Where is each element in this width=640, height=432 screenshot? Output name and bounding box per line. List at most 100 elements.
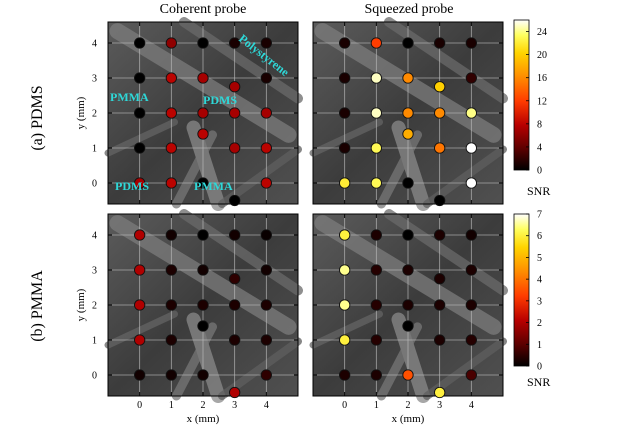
data-point bbox=[165, 177, 177, 189]
data-point bbox=[165, 37, 177, 49]
data-point bbox=[134, 334, 146, 346]
data-point bbox=[165, 334, 177, 346]
data-point bbox=[402, 37, 414, 49]
data-point bbox=[134, 37, 146, 49]
label-pdms-bottom: PDMS bbox=[115, 179, 149, 193]
data-point bbox=[339, 334, 351, 346]
x-tick-label: 0 bbox=[342, 400, 347, 411]
data-point bbox=[339, 107, 351, 119]
data-point bbox=[465, 334, 477, 346]
row-label-pdms: (a) PDMS bbox=[29, 85, 46, 150]
data-point bbox=[229, 386, 241, 399]
x-tick-label: 3 bbox=[232, 400, 237, 411]
data-point bbox=[229, 299, 241, 311]
column-title-squeezed: Squeezed probe bbox=[364, 2, 453, 17]
y-tick-label: 3 bbox=[92, 74, 97, 85]
y-tick-label: 4 bbox=[92, 39, 97, 50]
data-point bbox=[402, 369, 414, 381]
data-point bbox=[434, 37, 446, 49]
data-point bbox=[339, 264, 351, 276]
data-point bbox=[134, 264, 146, 276]
data-point bbox=[402, 320, 414, 332]
y-tick-label: 2 bbox=[92, 109, 97, 120]
data-point bbox=[134, 142, 146, 154]
data-point bbox=[434, 299, 446, 311]
colorbar-bottom: 0 1 2 3 4 5 6 7 bbox=[513, 210, 542, 373]
data-point bbox=[260, 177, 272, 189]
data-point bbox=[197, 37, 209, 49]
data-point bbox=[229, 37, 241, 49]
fibre-texture bbox=[186, 312, 226, 403]
data-point bbox=[465, 229, 477, 241]
colorbar-label-top: SNR bbox=[527, 184, 550, 198]
x-tick-label: 3 bbox=[437, 400, 442, 411]
colorbar-tick-label: 24 bbox=[537, 27, 547, 38]
data-point bbox=[197, 128, 209, 140]
data-point bbox=[260, 229, 272, 241]
data-point bbox=[370, 37, 382, 49]
fibre-texture bbox=[391, 120, 431, 211]
colorbar-label-bottom: SNR bbox=[527, 375, 550, 389]
colorbar-tick-label: 4 bbox=[537, 142, 542, 153]
data-point bbox=[197, 299, 209, 311]
fibre-texture bbox=[186, 120, 226, 211]
colorbar-tick-label: 6 bbox=[537, 231, 542, 242]
data-point bbox=[197, 369, 209, 381]
data-point bbox=[402, 264, 414, 276]
label-pdms-center: PDMS bbox=[203, 93, 237, 107]
y-tick-label: 1 bbox=[92, 336, 97, 347]
colorbar-tick-label: 16 bbox=[537, 73, 547, 84]
data-point bbox=[260, 369, 272, 381]
panel-pdms-coherent: 0 1 2 3 4 y (mm) bbox=[75, 17, 303, 211]
data-point bbox=[165, 299, 177, 311]
data-point bbox=[165, 107, 177, 119]
data-point bbox=[402, 299, 414, 311]
data-point bbox=[134, 72, 146, 84]
data-point bbox=[370, 264, 382, 276]
colorbar-tick-label: 0 bbox=[537, 166, 542, 177]
data-point bbox=[370, 229, 382, 241]
colorbar-tick-label: 2 bbox=[537, 318, 542, 329]
x-tick-label: 4 bbox=[469, 400, 474, 411]
colorbar-gradient bbox=[513, 19, 530, 171]
data-point bbox=[165, 229, 177, 241]
fibre-texture bbox=[171, 130, 217, 209]
data-point bbox=[260, 142, 272, 154]
data-point bbox=[197, 177, 209, 189]
data-point bbox=[370, 334, 382, 346]
x-tick-label: 2 bbox=[201, 400, 206, 411]
data-point bbox=[339, 229, 351, 241]
colorbar-tick-label: 5 bbox=[537, 253, 542, 264]
colorbar-tick-label: 12 bbox=[537, 96, 547, 107]
data-point bbox=[370, 142, 382, 154]
data-point bbox=[465, 177, 477, 189]
y-tick-label: 0 bbox=[92, 371, 97, 382]
data-point bbox=[229, 81, 241, 93]
data-point bbox=[339, 369, 351, 381]
data-point bbox=[229, 142, 241, 154]
data-point bbox=[339, 177, 351, 189]
data-point bbox=[197, 229, 209, 241]
data-point bbox=[260, 264, 272, 276]
y-tick-label: 4 bbox=[92, 231, 97, 242]
y-tick-label: 1 bbox=[92, 144, 97, 155]
data-point bbox=[402, 128, 414, 140]
data-point bbox=[260, 334, 272, 346]
x-axis-label: x (mm) bbox=[392, 413, 425, 425]
panel-pmma-squeezed: 0 1 2 3 4 x (mm) bbox=[309, 209, 508, 425]
data-point bbox=[465, 264, 477, 276]
data-point bbox=[260, 107, 272, 119]
data-point bbox=[165, 142, 177, 154]
data-point bbox=[229, 334, 241, 346]
colorbar-top: 0 4 8 12 16 20 24 bbox=[513, 19, 547, 177]
data-point bbox=[197, 320, 209, 332]
data-point bbox=[229, 229, 241, 241]
fibre-texture bbox=[376, 130, 422, 209]
fibre-texture bbox=[391, 312, 431, 403]
data-point bbox=[134, 369, 146, 381]
data-point bbox=[165, 264, 177, 276]
data-point bbox=[370, 369, 382, 381]
data-point bbox=[370, 299, 382, 311]
data-point bbox=[229, 194, 241, 207]
y-axis-label: y (mm) bbox=[75, 288, 87, 321]
